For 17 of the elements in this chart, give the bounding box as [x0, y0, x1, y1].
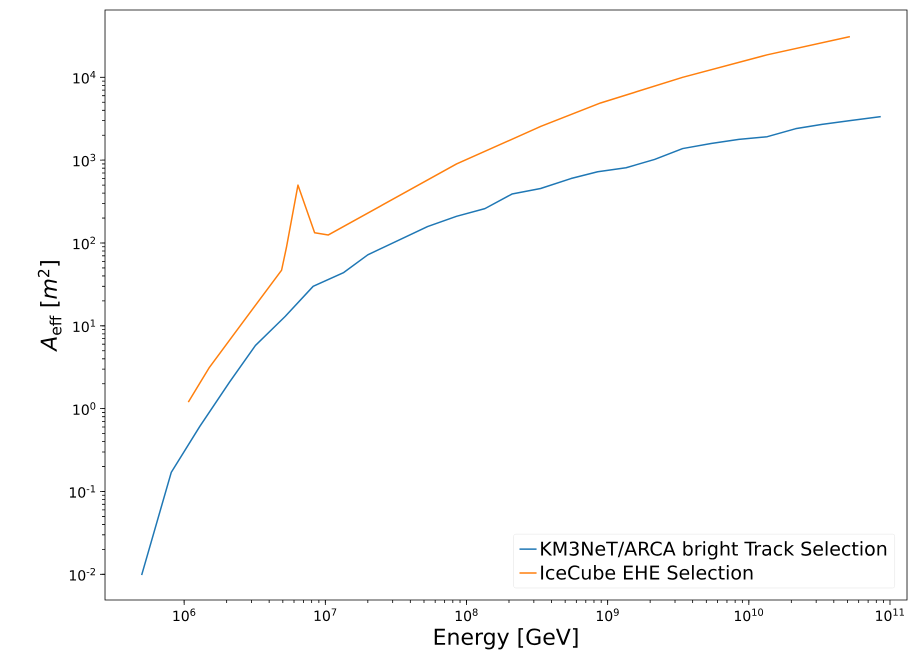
y-tick-label: 10$^{0}$ [73, 402, 96, 416]
x-axis-title: Energy [GeV] [434, 628, 578, 650]
y-tick-label: 10$^{-1}$ [70, 485, 96, 498]
y-tick-label: 10$^{1}$ [73, 320, 96, 332]
x-tick-label: 10$^{6}$ [173, 608, 196, 622]
y-axis-title: A$_{eff}$ [m$^{2}$] [38, 261, 62, 352]
x-tick-label: 10$^{7}$ [314, 608, 336, 622]
y-tick-label: 10$^{2}$ [73, 236, 96, 250]
x-tick-label: 10$^{11}$ [876, 608, 904, 622]
legend-label: IceCube EHE Selection [541, 565, 752, 580]
legend-label: KM3NeT/ARCA bright Track Selection [541, 541, 886, 560]
x-tick-label: 10$^{9}$ [596, 608, 619, 622]
y-tick-label: 10$^{-2}$ [70, 568, 96, 581]
x-tick-label: 10$^{8}$ [456, 608, 478, 622]
x-tick-label: 10$^{10}$ [734, 608, 764, 622]
y-tick-label: 10$^{3}$ [73, 154, 96, 167]
y-tick-label: 10$^{4}$ [73, 71, 96, 84]
